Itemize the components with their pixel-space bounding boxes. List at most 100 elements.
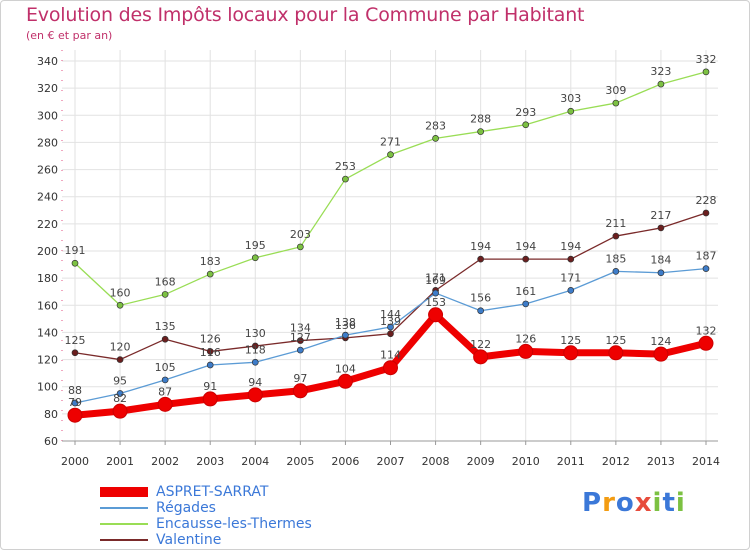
data-label: 91 [203, 380, 217, 393]
data-point [157, 396, 173, 412]
y-tick-label: 140 [37, 326, 58, 339]
data-label: 169 [425, 274, 446, 287]
data-label: 135 [155, 320, 176, 333]
data-label: 194 [470, 240, 491, 253]
grid-lines [62, 50, 718, 442]
y-tick-label: 320 [37, 82, 58, 95]
data-point [67, 407, 83, 423]
data-label: 105 [155, 361, 176, 374]
data-label: 79 [68, 396, 82, 409]
data-point [477, 255, 484, 263]
data-point [702, 265, 710, 272]
y-tick-label: 120 [37, 354, 58, 367]
x-tick-label: 2005 [286, 455, 314, 468]
y-tick-label: 160 [37, 299, 58, 312]
data-label: 283 [425, 119, 446, 132]
logo-letter: i [675, 488, 686, 518]
data-label: 126 [200, 332, 221, 345]
data-label: 217 [650, 209, 671, 222]
logo-letter: x [634, 488, 653, 518]
data-point [337, 373, 353, 389]
data-point [522, 300, 530, 308]
data-point [247, 387, 263, 403]
data-point [657, 80, 665, 88]
data-point [698, 335, 714, 351]
data-label: 153 [425, 296, 446, 309]
y-tick-label: 260 [37, 164, 58, 177]
data-label: 122 [470, 338, 491, 351]
data-point [653, 346, 669, 362]
data-point [612, 99, 620, 107]
y-tick-label: 280 [37, 136, 58, 149]
data-label: 203 [290, 228, 311, 241]
data-label: 171 [425, 271, 446, 284]
data-point [432, 289, 439, 297]
x-tick-label: 2006 [331, 455, 359, 468]
data-point [342, 175, 349, 183]
legend-label: Régades [156, 500, 216, 516]
data-point [477, 307, 484, 315]
legend-label: Encausse-les-Thermes [156, 516, 312, 532]
data-point [297, 337, 304, 344]
data-label: 253 [335, 160, 356, 173]
x-tick-label: 2013 [647, 455, 675, 468]
data-labels-layer: 191 160 168 183 195 203 253 271 283 288 293 303 309 3… [65, 53, 717, 409]
x-tick-label: 2001 [106, 455, 134, 468]
data-label: 194 [515, 240, 536, 253]
data-point [161, 335, 169, 343]
data-point [71, 399, 79, 407]
data-label: 187 [696, 250, 717, 263]
x-tick-label: 2002 [151, 455, 179, 468]
data-point [477, 128, 484, 135]
chart-title: Evolution des Impôts locaux pour la Comm… [26, 4, 585, 26]
data-label: 134 [290, 322, 311, 335]
data-label: 161 [515, 285, 536, 298]
data-label: 191 [65, 244, 86, 257]
data-point [473, 349, 489, 365]
data-label: 97 [293, 372, 307, 385]
series-layer [67, 68, 714, 423]
legend-swatch [100, 523, 148, 525]
data-label: 125 [605, 334, 626, 347]
data-label: 116 [200, 346, 221, 359]
data-label: 120 [110, 341, 131, 354]
x-tick-label: 2012 [602, 455, 630, 468]
data-point [116, 301, 124, 309]
data-label: 95 [113, 375, 127, 388]
y-tick-label: 80 [44, 408, 58, 421]
data-label: 132 [696, 324, 717, 337]
data-point [206, 348, 214, 355]
data-label: 139 [380, 315, 401, 328]
data-point [612, 268, 620, 275]
data-label: 114 [380, 349, 401, 362]
data-label: 160 [110, 286, 131, 299]
data-point [657, 269, 665, 277]
legend-swatch [100, 507, 148, 509]
data-point [432, 135, 439, 142]
legend-label: Valentine [156, 532, 222, 548]
data-label: 332 [696, 53, 717, 66]
data-label: 82 [113, 392, 127, 405]
data-label: 118 [245, 343, 266, 356]
data-label: 323 [650, 65, 671, 78]
x-tick-label: 2010 [512, 455, 540, 468]
data-label: 126 [515, 332, 536, 345]
data-point [387, 330, 394, 338]
y-tick-label: 240 [37, 191, 58, 204]
data-label: 185 [605, 252, 626, 265]
data-point [206, 361, 214, 369]
data-point [116, 390, 124, 397]
data-point [116, 356, 124, 363]
data-point [202, 391, 218, 407]
data-label: 144 [380, 308, 401, 321]
data-label: 271 [380, 136, 401, 149]
logo-letter: i [652, 488, 663, 518]
legend-label: ASPRET-SARRAT [156, 484, 269, 500]
y-tick-label: 60 [44, 435, 58, 448]
x-tick-label: 2014 [692, 455, 720, 468]
data-point [71, 349, 79, 357]
x-tick-label: 2003 [196, 455, 224, 468]
data-point [297, 243, 304, 251]
